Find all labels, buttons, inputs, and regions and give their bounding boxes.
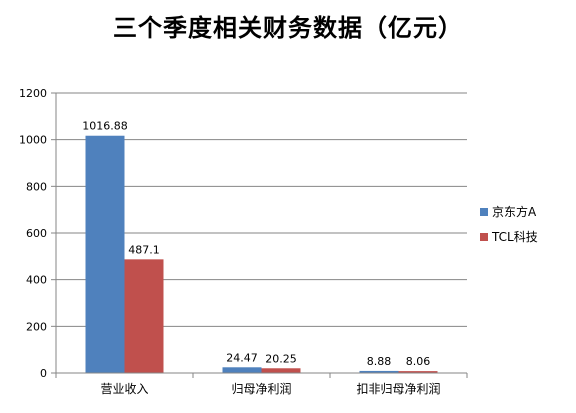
y-tick-label: 1200	[19, 87, 47, 100]
legend-swatch	[480, 233, 488, 241]
data-label: 487.1	[128, 243, 160, 256]
data-label: 8.88	[367, 355, 392, 368]
legend-label: 京东方A	[492, 204, 537, 219]
y-tick-label: 800	[26, 180, 47, 193]
bar	[398, 371, 438, 373]
bar	[261, 368, 301, 373]
legend-label: TCL科技	[491, 230, 538, 244]
x-category-label: 归母净利润	[231, 382, 291, 396]
y-tick-label: 0	[40, 367, 47, 380]
data-label: 8.06	[406, 355, 431, 368]
x-category-label: 扣非归母净利润	[356, 382, 440, 396]
data-label: 1016.88	[82, 120, 128, 133]
chart-title: 三个季度相关财务数据（亿元）	[113, 13, 463, 42]
bar	[359, 370, 399, 373]
data-label: 24.47	[226, 351, 258, 364]
bar	[222, 367, 262, 373]
y-tick-label: 1000	[19, 134, 47, 147]
data-label: 20.25	[265, 352, 297, 365]
y-tick-label: 400	[26, 274, 47, 287]
bar	[124, 259, 164, 373]
x-category-label: 营业收入	[100, 382, 148, 396]
legend-swatch	[480, 208, 488, 216]
y-tick-label: 200	[26, 320, 47, 333]
y-tick-label: 600	[26, 227, 47, 240]
bar	[85, 135, 125, 373]
